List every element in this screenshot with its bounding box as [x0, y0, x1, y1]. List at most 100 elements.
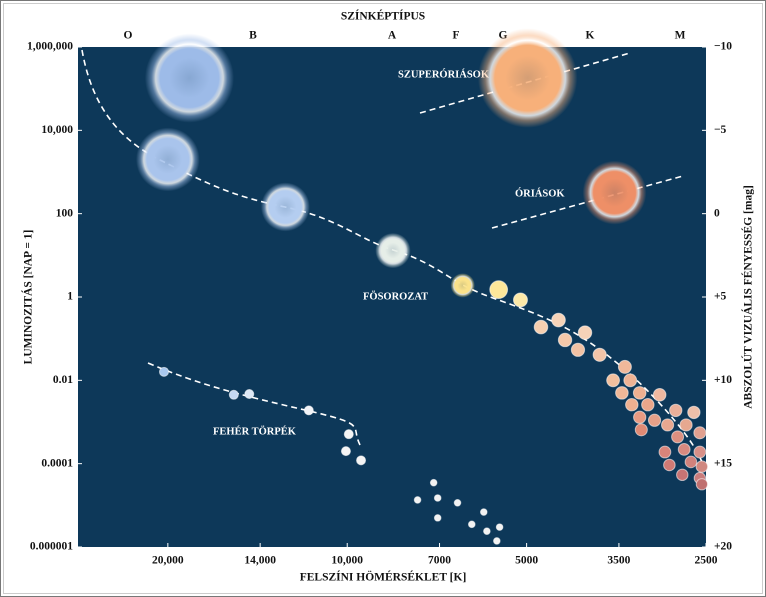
x-tick-label: 2500: [695, 555, 718, 567]
star: [625, 397, 639, 412]
star: [695, 460, 709, 473]
y-tick-label: 1: [67, 291, 73, 303]
y2-axis-title: ABSZOLÚT VIZUÁLIS FÉNYESSÉG [mag]: [741, 185, 755, 409]
spectral-label: O: [124, 30, 133, 42]
y-tick-label: 10,000: [41, 124, 73, 136]
star: [433, 494, 442, 502]
inner-frame: [3, 3, 763, 594]
star: [453, 499, 462, 507]
y-axis-title: LUMINOZITÁS [NAP = 1]: [21, 230, 35, 365]
y2-tick-label: +10: [714, 374, 732, 386]
star: [228, 389, 239, 400]
star: [695, 478, 709, 491]
y2-tick-label: −5: [714, 124, 727, 136]
star: [533, 319, 549, 335]
star: [483, 527, 491, 535]
star-series: [477, 28, 647, 225]
star: [684, 455, 698, 469]
star: [557, 332, 573, 348]
star: [489, 280, 509, 300]
star: [658, 445, 672, 459]
spectral-label: B: [249, 30, 257, 42]
star: [303, 405, 314, 416]
y2-tick-label: +15: [714, 457, 732, 469]
spectral-label: M: [675, 30, 686, 42]
supergiant-line: [419, 52, 631, 114]
star: [634, 423, 648, 437]
star-series: [135, 33, 709, 491]
annotation: SZUPERÓRIÁSOK: [398, 68, 490, 80]
y-tick-label: 100: [56, 207, 74, 219]
star-series: [158, 366, 367, 466]
star: [413, 496, 422, 504]
star: [647, 413, 662, 427]
giant-line: [491, 175, 684, 229]
star: [582, 160, 647, 225]
spectral-label: K: [586, 30, 595, 42]
star: [356, 455, 367, 466]
x-tick-label: 10,000: [331, 555, 363, 567]
y-tick-label: 0.000001: [30, 541, 73, 553]
spectral-label: F: [452, 30, 459, 42]
star-series: [413, 478, 504, 545]
star: [577, 325, 593, 340]
y2-tick-label: +5: [714, 291, 727, 303]
star: [669, 403, 683, 418]
x-axis-title: FELSZÍNI HÖMÉRSÉKLET [K]: [300, 570, 467, 584]
star: [493, 537, 501, 545]
x-tick-label: 3500: [607, 555, 630, 567]
star: [433, 514, 442, 522]
y2-tick-label: −10: [714, 41, 732, 53]
y-tick-label: 0.0001: [41, 457, 73, 469]
annotation: FEHÉR TÖRPÉK: [213, 424, 297, 437]
star: [679, 418, 693, 432]
star: [375, 232, 411, 269]
star: [663, 458, 676, 472]
star: [144, 33, 234, 123]
star: [477, 28, 578, 128]
star: [158, 366, 169, 377]
star: [623, 373, 638, 388]
star: [676, 468, 689, 482]
y-tick-label: 1,000,000: [27, 41, 73, 53]
star: [606, 373, 620, 388]
star: [570, 342, 586, 357]
star: [479, 508, 488, 516]
y2-tick-label: 0: [714, 207, 720, 219]
star: [467, 520, 476, 529]
star: [677, 442, 691, 456]
star: [687, 405, 701, 420]
star: [632, 386, 647, 400]
y-tick-label: 0.01: [53, 374, 73, 386]
star: [661, 418, 675, 432]
annotation: ÓRIÁSOK: [515, 187, 565, 199]
star: [592, 347, 607, 362]
star: [340, 446, 351, 457]
star: [671, 430, 685, 444]
star: [615, 386, 629, 400]
star: [617, 359, 632, 374]
star: [693, 445, 707, 459]
star: [260, 182, 310, 232]
star: [652, 387, 667, 402]
star: [633, 410, 647, 424]
annotation: FÖSOROZAT: [363, 289, 428, 302]
x-tick-label: 14,000: [244, 555, 276, 567]
star: [244, 388, 255, 399]
x-tick-label: 7000: [428, 555, 451, 567]
star: [693, 426, 707, 440]
star: [450, 273, 475, 298]
spectral-label: A: [388, 30, 397, 42]
star: [641, 397, 655, 412]
x-tick-label: 20,000: [152, 555, 184, 567]
spectral-axis-title: SZÍNKÉPTÍPUS: [341, 9, 425, 23]
star: [429, 478, 438, 487]
y2-tick-label: +20: [714, 541, 732, 553]
star: [343, 429, 354, 440]
plot-area: [78, 47, 706, 547]
star: [495, 523, 504, 531]
star: [551, 312, 566, 328]
star: [512, 292, 528, 308]
x-tick-label: 5000: [515, 555, 538, 567]
